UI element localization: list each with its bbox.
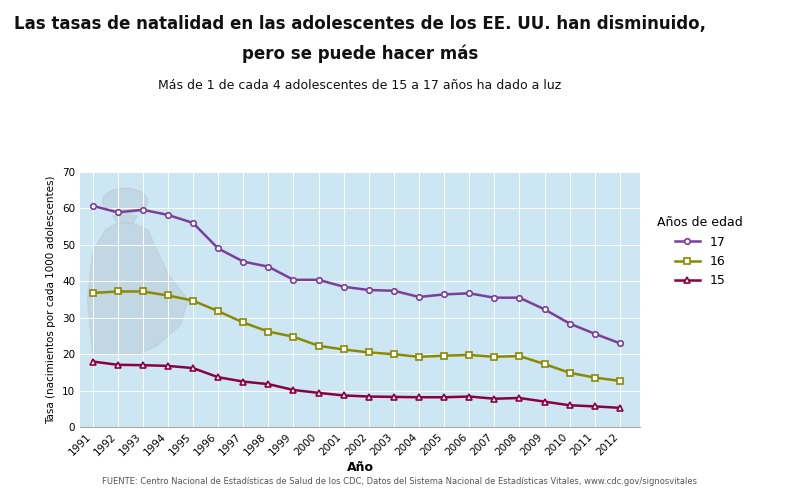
16 <box>88 290 98 296</box>
Y-axis label: Tasa (nacimientos por cada 1000 adolescentes): Tasa (nacimientos por cada 1000 adolesce… <box>46 175 57 424</box>
17 <box>339 284 349 290</box>
16 <box>490 354 499 360</box>
17 <box>364 287 374 293</box>
X-axis label: Año: Año <box>346 461 374 474</box>
15 <box>540 399 550 405</box>
17 <box>615 340 625 346</box>
17 <box>238 259 248 265</box>
17 <box>314 277 323 283</box>
15 <box>289 387 298 393</box>
15 <box>490 396 499 402</box>
17 <box>163 212 173 218</box>
Text: Más de 1 de cada 4 adolescentes de 15 a 17 años ha dado a luz: Más de 1 de cada 4 adolescentes de 15 a … <box>158 79 562 91</box>
15 <box>188 365 198 371</box>
16 <box>163 293 173 299</box>
15 <box>138 362 147 368</box>
15 <box>389 394 398 400</box>
15 <box>414 394 424 400</box>
Line: 16: 16 <box>90 289 622 383</box>
Polygon shape <box>113 216 138 223</box>
16 <box>113 289 122 295</box>
16 <box>188 298 198 303</box>
16 <box>314 343 323 349</box>
17 <box>289 277 298 283</box>
15 <box>214 374 223 380</box>
17 <box>88 203 98 209</box>
15 <box>514 395 524 401</box>
17 <box>490 295 499 300</box>
17 <box>214 246 223 251</box>
15 <box>465 394 474 400</box>
Line: 15: 15 <box>90 359 622 410</box>
15 <box>88 358 98 364</box>
16 <box>339 347 349 353</box>
15 <box>339 392 349 398</box>
15 <box>238 379 248 384</box>
17 <box>414 294 424 300</box>
Text: Las tasas de natalidad en las adolescentes de los EE. UU. han disminuido,: Las tasas de natalidad en las adolescent… <box>14 15 706 33</box>
16 <box>514 353 524 359</box>
17 <box>138 207 147 213</box>
16 <box>615 378 625 384</box>
15 <box>314 390 323 396</box>
17 <box>590 331 599 337</box>
17 <box>113 209 122 215</box>
15 <box>364 394 374 400</box>
16 <box>414 354 424 360</box>
16 <box>214 308 223 314</box>
16 <box>364 350 374 355</box>
15 <box>439 394 449 400</box>
15 <box>615 405 625 411</box>
Legend: 17, 16, 15: 17, 16, 15 <box>658 217 743 287</box>
16 <box>465 352 474 358</box>
16 <box>590 375 599 381</box>
17 <box>465 290 474 296</box>
Polygon shape <box>87 223 188 354</box>
17 <box>263 264 273 270</box>
16 <box>289 334 298 340</box>
Text: pero se puede hacer más: pero se puede hacer más <box>242 44 478 63</box>
15 <box>565 402 574 408</box>
15 <box>263 381 273 387</box>
16 <box>263 328 273 334</box>
17 <box>389 288 398 294</box>
Ellipse shape <box>102 188 148 214</box>
16 <box>540 361 550 367</box>
16 <box>238 320 248 326</box>
15 <box>163 363 173 369</box>
17 <box>565 321 574 327</box>
16 <box>138 289 147 295</box>
16 <box>389 351 398 357</box>
17 <box>540 306 550 312</box>
17 <box>439 292 449 298</box>
15 <box>113 362 122 368</box>
Text: FUENTE: Centro Nacional de Estadísticas de Salud de los CDC, Datos del Sistema N: FUENTE: Centro Nacional de Estadísticas … <box>102 477 698 486</box>
16 <box>439 353 449 358</box>
Line: 17: 17 <box>90 203 622 346</box>
17 <box>188 220 198 226</box>
15 <box>590 404 599 409</box>
16 <box>565 370 574 376</box>
17 <box>514 295 524 300</box>
